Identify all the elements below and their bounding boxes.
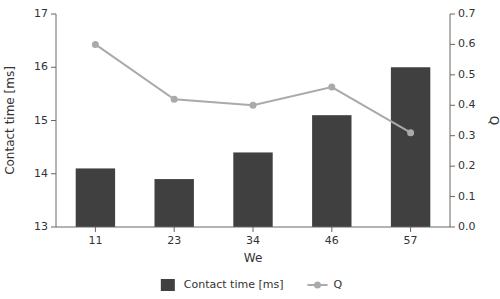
y-tick (51, 173, 56, 174)
line-marker (171, 96, 178, 103)
y-tick-label: 16 (34, 60, 48, 73)
legend: Contact time [ms] Q (161, 278, 343, 291)
y2-tick-label: 0.5 (458, 68, 476, 81)
y2-tick (450, 135, 455, 136)
y-tick-label: 17 (34, 7, 48, 20)
bar (76, 168, 115, 227)
y-tick-label: 15 (34, 114, 48, 127)
y2-tick (450, 166, 455, 167)
x-tick (331, 227, 332, 232)
y2-tick-label: 0.4 (458, 98, 476, 111)
y2-tick-label: 0.0 (458, 220, 476, 233)
legend-label: Contact time [ms] (184, 278, 284, 291)
y-tick-label: 14 (34, 167, 48, 180)
x-tick-label: 11 (88, 234, 102, 247)
y-tick (51, 67, 56, 68)
y2-tick (450, 44, 455, 45)
x-tick (95, 227, 96, 232)
legend-swatch-marker (314, 282, 321, 289)
line (95, 44, 410, 132)
legend-item: Contact time [ms] (161, 278, 284, 291)
bar (391, 67, 430, 227)
y-axis-label: Contact time [ms] (3, 66, 17, 175)
line-marker (407, 129, 414, 136)
x-tick-label: 57 (404, 234, 418, 247)
line-marker (250, 102, 257, 109)
y-tick-label: 13 (34, 220, 48, 233)
bar (155, 179, 194, 227)
x-tick-label: 46 (325, 234, 339, 247)
y2-tick-label: 0.1 (458, 190, 476, 203)
y2-axis-label: Q (487, 116, 500, 125)
y2-tick (450, 14, 455, 15)
plot-area (76, 41, 431, 227)
x-tick-label: 34 (246, 234, 260, 247)
x-tick (253, 227, 254, 232)
y2-tick (450, 227, 455, 228)
y2-tick-label: 0.3 (458, 129, 476, 142)
legend-swatch (161, 279, 175, 291)
bar (233, 152, 272, 227)
bar (312, 115, 351, 227)
y-tick (51, 14, 56, 15)
y2-tick (450, 105, 455, 106)
x-tick-label: 23 (167, 234, 181, 247)
y-tick (51, 120, 56, 121)
y2-tick-label: 0.2 (458, 159, 476, 172)
x-tick (410, 227, 411, 232)
legend-item: Q (308, 278, 343, 291)
y2-tick (450, 74, 455, 75)
line-marker (328, 84, 335, 91)
x-axis-label: We (244, 251, 263, 265)
y-tick (51, 227, 56, 228)
y2-axis-line (450, 14, 451, 227)
x-tick (174, 227, 175, 232)
chart: 13 14 15 16 17 0.0 0.1 0.2 0.3 0.4 0.5 0.6 0.7 11 23 34… (0, 0, 500, 299)
y2-tick-label: 0.7 (458, 7, 476, 20)
legend-label: Q (334, 278, 343, 291)
y2-tick (450, 196, 455, 197)
line-marker (92, 41, 99, 48)
y2-tick-label: 0.6 (458, 37, 476, 50)
